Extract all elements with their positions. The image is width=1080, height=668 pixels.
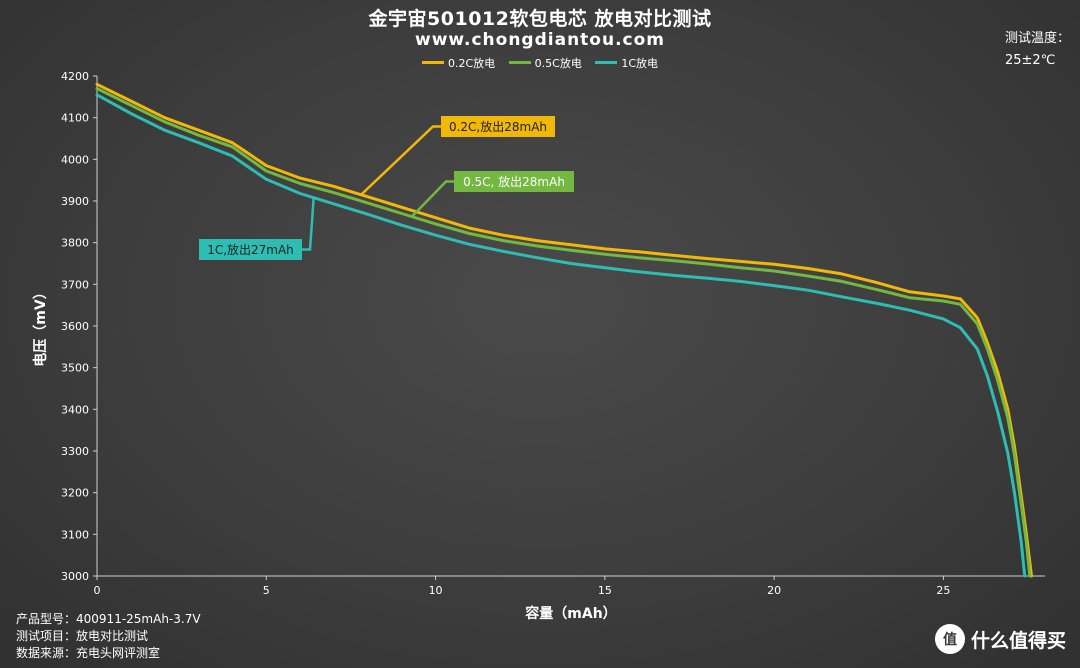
meta-value-source: 充电头网评测室 <box>76 646 161 660</box>
series-line-1 <box>95 87 1032 578</box>
annotation-leader-0 <box>360 125 441 196</box>
chart-series <box>95 82 1033 578</box>
legend-label-2: 1C放电 <box>621 56 659 70</box>
temperature-note: 测试温度： 25±2℃ <box>1005 28 1070 72</box>
legend-label-0: 0.2C放电 <box>447 56 496 70</box>
y-tick-label: 4000 <box>61 153 89 166</box>
legend-item-2: 1C放电 <box>595 55 658 71</box>
legend-item-0: 0.2C放电 <box>421 55 496 71</box>
chart-legend: 0.2C放电 0.5C放电 1C放电 <box>0 54 1080 71</box>
annotation-box-0 <box>441 116 555 137</box>
x-tick-label: 20 <box>767 584 781 597</box>
legend-label-1: 0.5C放电 <box>534 56 582 70</box>
chart-axes: 0 5 10 15 20 25 3000 3100 3200 3300 3400 3500 3600 37… <box>32 70 1045 622</box>
meta-row-item: 测试项目：放电对比测试 <box>16 628 201 645</box>
meta-value-model: 400911-25mAh-3.7V <box>76 612 201 626</box>
legend-swatch-2 <box>595 61 618 64</box>
chart-subtitle: www.chongdiantou.com <box>414 30 666 50</box>
series-line-2 <box>95 93 1027 578</box>
test-info: 产品型号：400911-25mAh-3.7V 测试项目：放电对比测试 数据来源：… <box>16 611 201 662</box>
y-tick-label: 3400 <box>61 403 89 416</box>
x-axis-label: 容量（mAh） <box>524 605 616 622</box>
series-line-0 <box>95 82 1033 578</box>
x-tick-label: 5 <box>263 584 270 597</box>
y-tick-label: 3300 <box>61 445 89 458</box>
annotation-box-2 <box>199 239 302 260</box>
y-tick-label: 4200 <box>61 70 89 83</box>
y-axis-label: 电压（mV） <box>32 285 49 366</box>
chart-title: 金宇宙501012软包电芯 放电对比测试 <box>368 8 712 30</box>
x-tick-label: 15 <box>598 584 612 597</box>
x-tick-label: 25 <box>936 584 950 597</box>
legend-swatch-1 <box>508 61 531 64</box>
annotation-box-1 <box>454 171 574 192</box>
legend-swatch-0 <box>421 61 444 64</box>
chart-annotations: 0.2C,放出28mAh 0.5C, 放出28mAh 1C,放出27mAh <box>199 116 574 260</box>
watermark-text: 什么值得买 <box>970 629 1066 652</box>
meta-row-source: 数据来源：充电头网评测室 <box>16 645 201 662</box>
meta-value-item: 放电对比测试 <box>76 629 149 643</box>
y-tick-label: 3100 <box>61 528 89 541</box>
annotation-leader-1 <box>410 180 454 218</box>
y-tick-label: 3800 <box>61 237 89 250</box>
y-tick-label: 3000 <box>61 570 89 583</box>
annotation-label-1: 0.5C, 放出28mAh <box>463 174 565 189</box>
temperature-label: 测试温度： <box>1004 31 1070 46</box>
y-tick-label: 3600 <box>61 320 89 333</box>
legend-item-1: 0.5C放电 <box>508 55 582 71</box>
y-tick-label: 3200 <box>61 487 89 500</box>
annotation-label-0: 0.2C,放出28mAh <box>449 119 547 134</box>
x-tick-label: 0 <box>94 584 101 597</box>
y-tick-label: 3900 <box>61 195 89 208</box>
temperature-value: 25±2℃ <box>1004 53 1056 68</box>
meta-label-source: 数据来源： <box>16 646 77 660</box>
meta-label-model: 产品型号： <box>16 612 77 626</box>
y-tick-label: 4100 <box>61 112 89 125</box>
y-tick-label: 3500 <box>61 362 89 375</box>
x-tick-label: 10 <box>429 584 443 597</box>
meta-row-model: 产品型号：400911-25mAh-3.7V <box>16 611 201 628</box>
watermark: 值 什么值得买 <box>934 624 1066 654</box>
annotation-leader-2 <box>302 197 315 251</box>
y-tick-label: 3700 <box>61 278 89 291</box>
watermark-badge: 值 <box>934 624 965 654</box>
annotation-label-2: 1C,放出27mAh <box>207 242 294 257</box>
meta-label-item: 测试项目： <box>16 629 77 643</box>
